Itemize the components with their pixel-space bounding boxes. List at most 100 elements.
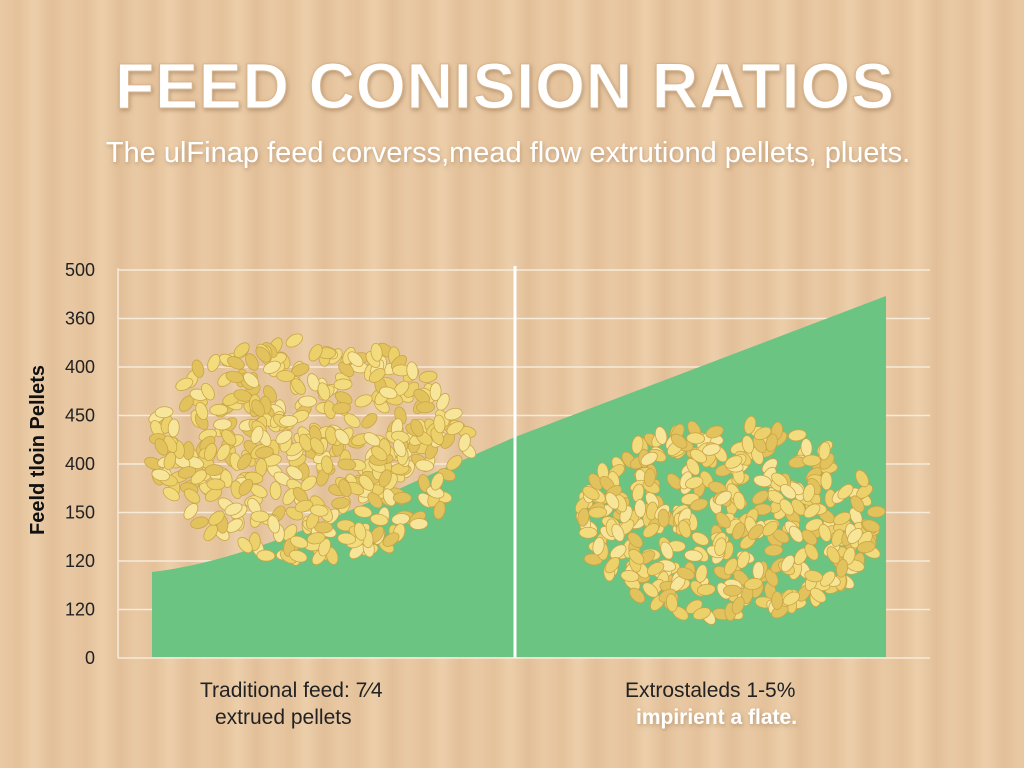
pellet (203, 524, 218, 542)
tick-label: 360 (65, 309, 95, 329)
pellet (225, 370, 245, 384)
pellet (678, 520, 692, 539)
pellet (708, 481, 727, 494)
pellet (684, 549, 703, 562)
pellet (338, 361, 355, 378)
caption: Traditional feed: 7⁄4 (200, 679, 383, 702)
pellet (245, 353, 259, 371)
pellet (204, 442, 217, 462)
pellet (628, 548, 645, 565)
pellet (741, 435, 755, 454)
pellet (294, 499, 314, 513)
pellet (379, 386, 398, 400)
pellet (162, 486, 180, 502)
tick-label: 500 (65, 260, 95, 280)
pellet (418, 474, 431, 493)
pellet (862, 519, 881, 533)
pellet (175, 377, 194, 391)
tick-label: 120 (65, 551, 95, 571)
y-axis-label: Feeld tloin Pellets (27, 365, 49, 535)
pellet (642, 522, 660, 538)
pellet (629, 587, 646, 604)
pellet (338, 479, 352, 498)
pellet (788, 525, 804, 543)
pellet (640, 451, 658, 466)
pellet (705, 425, 724, 439)
pellet (382, 532, 400, 547)
pellet (298, 395, 318, 408)
pellet (337, 458, 357, 471)
pellet (321, 455, 334, 475)
pellet (238, 478, 254, 496)
pellet (802, 454, 821, 467)
pellet (801, 529, 818, 546)
pellet (275, 429, 293, 445)
pellet (309, 437, 325, 455)
pellet (354, 394, 373, 408)
pellet (855, 469, 869, 488)
ticks: 500 360 400 450 400 150 120 120 0 (65, 260, 95, 668)
pellet (204, 487, 223, 502)
pellet (410, 418, 424, 437)
pellet (665, 593, 678, 613)
pellet (695, 564, 708, 583)
pellet (743, 415, 757, 435)
pellet (696, 583, 716, 596)
pellet (837, 483, 854, 500)
pellet (177, 466, 197, 479)
pellet (723, 557, 738, 576)
subtitle: The ulFinap feed corverss,mead flow extr… (106, 137, 910, 169)
pellet (392, 491, 412, 504)
pellet (731, 596, 745, 615)
pellet (267, 515, 280, 534)
pellet (805, 518, 823, 532)
pellet (243, 372, 260, 388)
pellet (216, 443, 231, 461)
pellet (654, 426, 668, 445)
pellet (154, 438, 169, 456)
pellet (692, 607, 711, 620)
pellet (333, 378, 353, 391)
pellet (780, 554, 795, 573)
tick-label: 0 (85, 648, 95, 668)
pellet (370, 342, 383, 362)
pellet (251, 399, 265, 417)
pellet (724, 455, 743, 469)
pellet (285, 333, 303, 348)
pellet (686, 432, 706, 445)
title: FEED CONISION RATIOS (115, 50, 895, 122)
pellet (276, 370, 296, 382)
pellet (183, 503, 199, 520)
pellet (642, 582, 659, 598)
pellet (826, 546, 841, 564)
pellet (233, 342, 250, 358)
pellet (433, 414, 446, 434)
pellet (429, 382, 442, 402)
tick-label: 120 (65, 600, 95, 620)
pellet (715, 490, 732, 506)
pellet (803, 503, 821, 519)
pellet (255, 446, 274, 459)
pellet (714, 537, 727, 556)
tick-label: 150 (65, 503, 95, 523)
pellet (820, 471, 833, 491)
pellet (406, 361, 419, 381)
pellet (657, 508, 670, 528)
pellet (237, 536, 253, 554)
tick-label: 450 (65, 406, 95, 426)
pellet (762, 520, 779, 537)
pellet (430, 472, 444, 491)
pellet (370, 513, 389, 526)
pellet (353, 505, 373, 518)
pellet (643, 468, 656, 487)
pellet (368, 368, 386, 383)
pellet (578, 526, 598, 539)
pellet (765, 433, 778, 453)
pellet (190, 516, 209, 529)
pellet (676, 567, 695, 581)
pellet (201, 382, 215, 401)
pellet (646, 561, 665, 576)
pellet (154, 406, 174, 419)
pellet (393, 439, 407, 458)
pellet (847, 528, 863, 544)
